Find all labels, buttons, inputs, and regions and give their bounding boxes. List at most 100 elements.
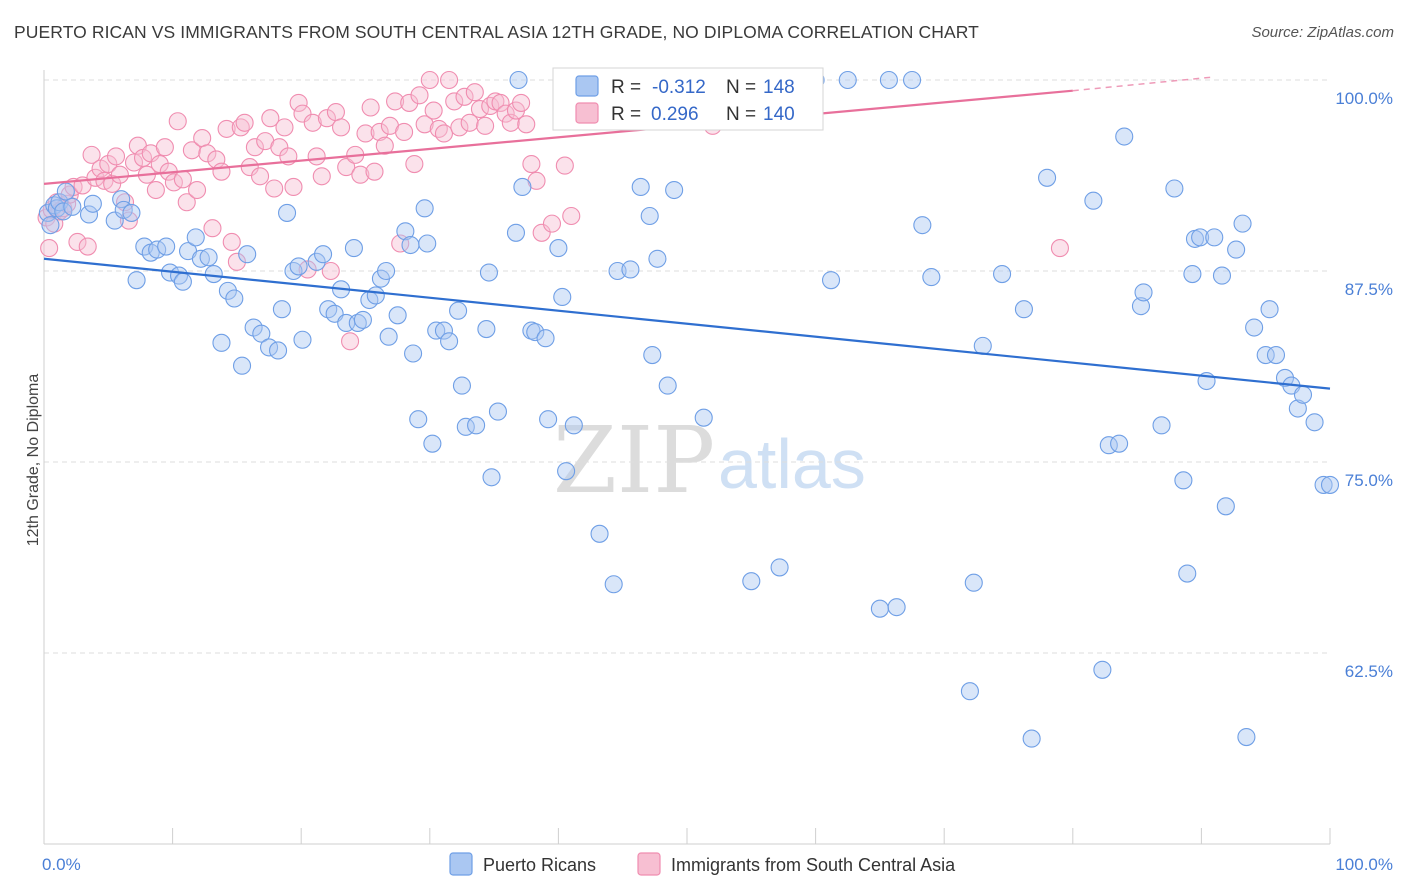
point-puerto-ricans xyxy=(887,598,906,617)
point-puerto-ricans xyxy=(225,289,244,308)
point-south-central-asia xyxy=(303,113,322,132)
chart-source: Source: ZipAtlas.com xyxy=(1251,24,1394,41)
point-south-central-asia xyxy=(82,145,101,164)
point-south-central-asia xyxy=(386,92,405,111)
point-puerto-ricans xyxy=(1093,660,1112,679)
point-puerto-ricans xyxy=(838,70,857,90)
point-south-central-asia xyxy=(187,180,207,200)
point-puerto-ricans xyxy=(366,286,385,305)
point-puerto-ricans xyxy=(557,462,576,481)
tick-labels: 100.0% 87.5% 75.0% 62.5% 0.0% 100.0% xyxy=(42,89,1393,874)
point-south-central-asia xyxy=(332,118,351,137)
point-south-central-asia xyxy=(476,116,495,135)
point-south-central-asia xyxy=(491,93,510,112)
point-south-central-asia xyxy=(193,129,212,148)
axes xyxy=(43,70,1330,845)
point-puerto-ricans xyxy=(278,203,297,222)
point-puerto-ricans xyxy=(83,194,102,213)
point-puerto-ricans xyxy=(821,271,841,290)
legend-swatch-blue xyxy=(575,75,599,97)
point-puerto-ricans xyxy=(415,199,434,218)
point-puerto-ricans xyxy=(1237,727,1256,747)
point-puerto-ricans xyxy=(1227,240,1246,259)
point-puerto-ricans xyxy=(1275,368,1295,388)
point-south-central-asia xyxy=(182,141,201,160)
point-puerto-ricans xyxy=(186,228,205,247)
gridlines xyxy=(43,79,1331,844)
point-puerto-ricans xyxy=(1288,399,1307,418)
point-puerto-ricans xyxy=(1165,179,1184,198)
watermark-atlas: atlas xyxy=(718,425,866,503)
legend-r-value-2: 0.296 xyxy=(651,104,699,125)
point-south-central-asia xyxy=(420,70,439,90)
point-south-central-asia xyxy=(235,113,254,132)
point-puerto-ricans xyxy=(1022,729,1041,748)
point-south-central-asia xyxy=(424,101,443,120)
point-puerto-ricans xyxy=(1256,345,1275,365)
watermark-zip: ZIP xyxy=(553,407,715,514)
point-south-central-asia xyxy=(227,252,246,271)
point-puerto-ricans xyxy=(694,408,713,427)
point-puerto-ricans xyxy=(293,330,312,349)
point-puerto-ricans xyxy=(482,468,501,487)
point-puerto-ricans xyxy=(401,235,420,255)
point-puerto-ricans xyxy=(319,300,338,319)
point-south-central-asia xyxy=(217,119,236,138)
point-puerto-ricans xyxy=(440,332,459,351)
trend-line-puerto-ricans xyxy=(43,257,1331,390)
point-puerto-ricans xyxy=(1084,191,1103,210)
point-puerto-ricans xyxy=(45,196,64,215)
point-south-central-asia xyxy=(410,86,429,105)
point-south-central-asia xyxy=(465,83,484,102)
point-south-central-asia xyxy=(450,118,469,137)
legend-n-label-2: N = xyxy=(726,104,756,125)
point-south-central-asia xyxy=(222,232,241,252)
point-south-central-asia xyxy=(284,177,303,197)
point-puerto-ricans xyxy=(204,265,223,284)
point-puerto-ricans xyxy=(665,180,684,200)
point-south-central-asia xyxy=(405,154,424,174)
point-south-central-asia xyxy=(173,170,192,189)
point-puerto-ricans xyxy=(993,265,1012,284)
point-puerto-ricans xyxy=(658,376,677,395)
point-puerto-ricans xyxy=(396,222,415,241)
point-puerto-ricans xyxy=(1191,228,1210,247)
point-south-central-asia xyxy=(370,122,389,142)
point-puerto-ricans xyxy=(513,177,532,197)
point-puerto-ricans xyxy=(1038,168,1057,187)
point-south-central-asia xyxy=(146,180,165,200)
y-tick-label: 62.5% xyxy=(1345,662,1393,681)
point-south-central-asia xyxy=(375,136,394,155)
point-puerto-ricans xyxy=(549,239,568,258)
point-south-central-asia xyxy=(110,165,129,184)
point-puerto-ricans xyxy=(770,558,789,577)
point-puerto-ricans xyxy=(648,249,667,268)
point-south-central-asia xyxy=(307,147,326,166)
point-puerto-ricans xyxy=(434,321,453,340)
point-puerto-ricans xyxy=(199,248,218,267)
point-puerto-ricans xyxy=(553,287,572,307)
legend-box: R = -0.312 N = 148 R = 0.296 N = 140 xyxy=(552,67,824,131)
point-south-central-asia xyxy=(245,138,264,157)
point-puerto-ricans xyxy=(1305,413,1324,432)
point-south-central-asia xyxy=(532,223,551,242)
point-puerto-ricans xyxy=(1131,297,1151,316)
point-puerto-ricans xyxy=(157,237,176,256)
legend-r-value-1: -0.312 xyxy=(652,77,706,98)
point-puerto-ricans xyxy=(479,263,499,282)
point-south-central-asia xyxy=(496,104,515,123)
point-puerto-ricans xyxy=(1293,385,1313,404)
point-puerto-ricans xyxy=(742,572,761,591)
point-puerto-ricans xyxy=(564,416,583,435)
point-puerto-ricans xyxy=(1245,318,1264,337)
point-puerto-ricans xyxy=(1205,228,1224,247)
x-tick-label: 100.0% xyxy=(1335,855,1393,874)
point-puerto-ricans xyxy=(427,321,446,340)
y-axis-label: 12th Grade, No Diploma xyxy=(25,374,42,547)
point-puerto-ricans xyxy=(418,234,437,253)
point-south-central-asia xyxy=(78,237,97,256)
point-puerto-ricans xyxy=(127,271,146,290)
point-puerto-ricans xyxy=(922,268,941,287)
point-south-central-asia xyxy=(99,154,118,174)
legend-r-label-2: R = xyxy=(611,104,641,125)
